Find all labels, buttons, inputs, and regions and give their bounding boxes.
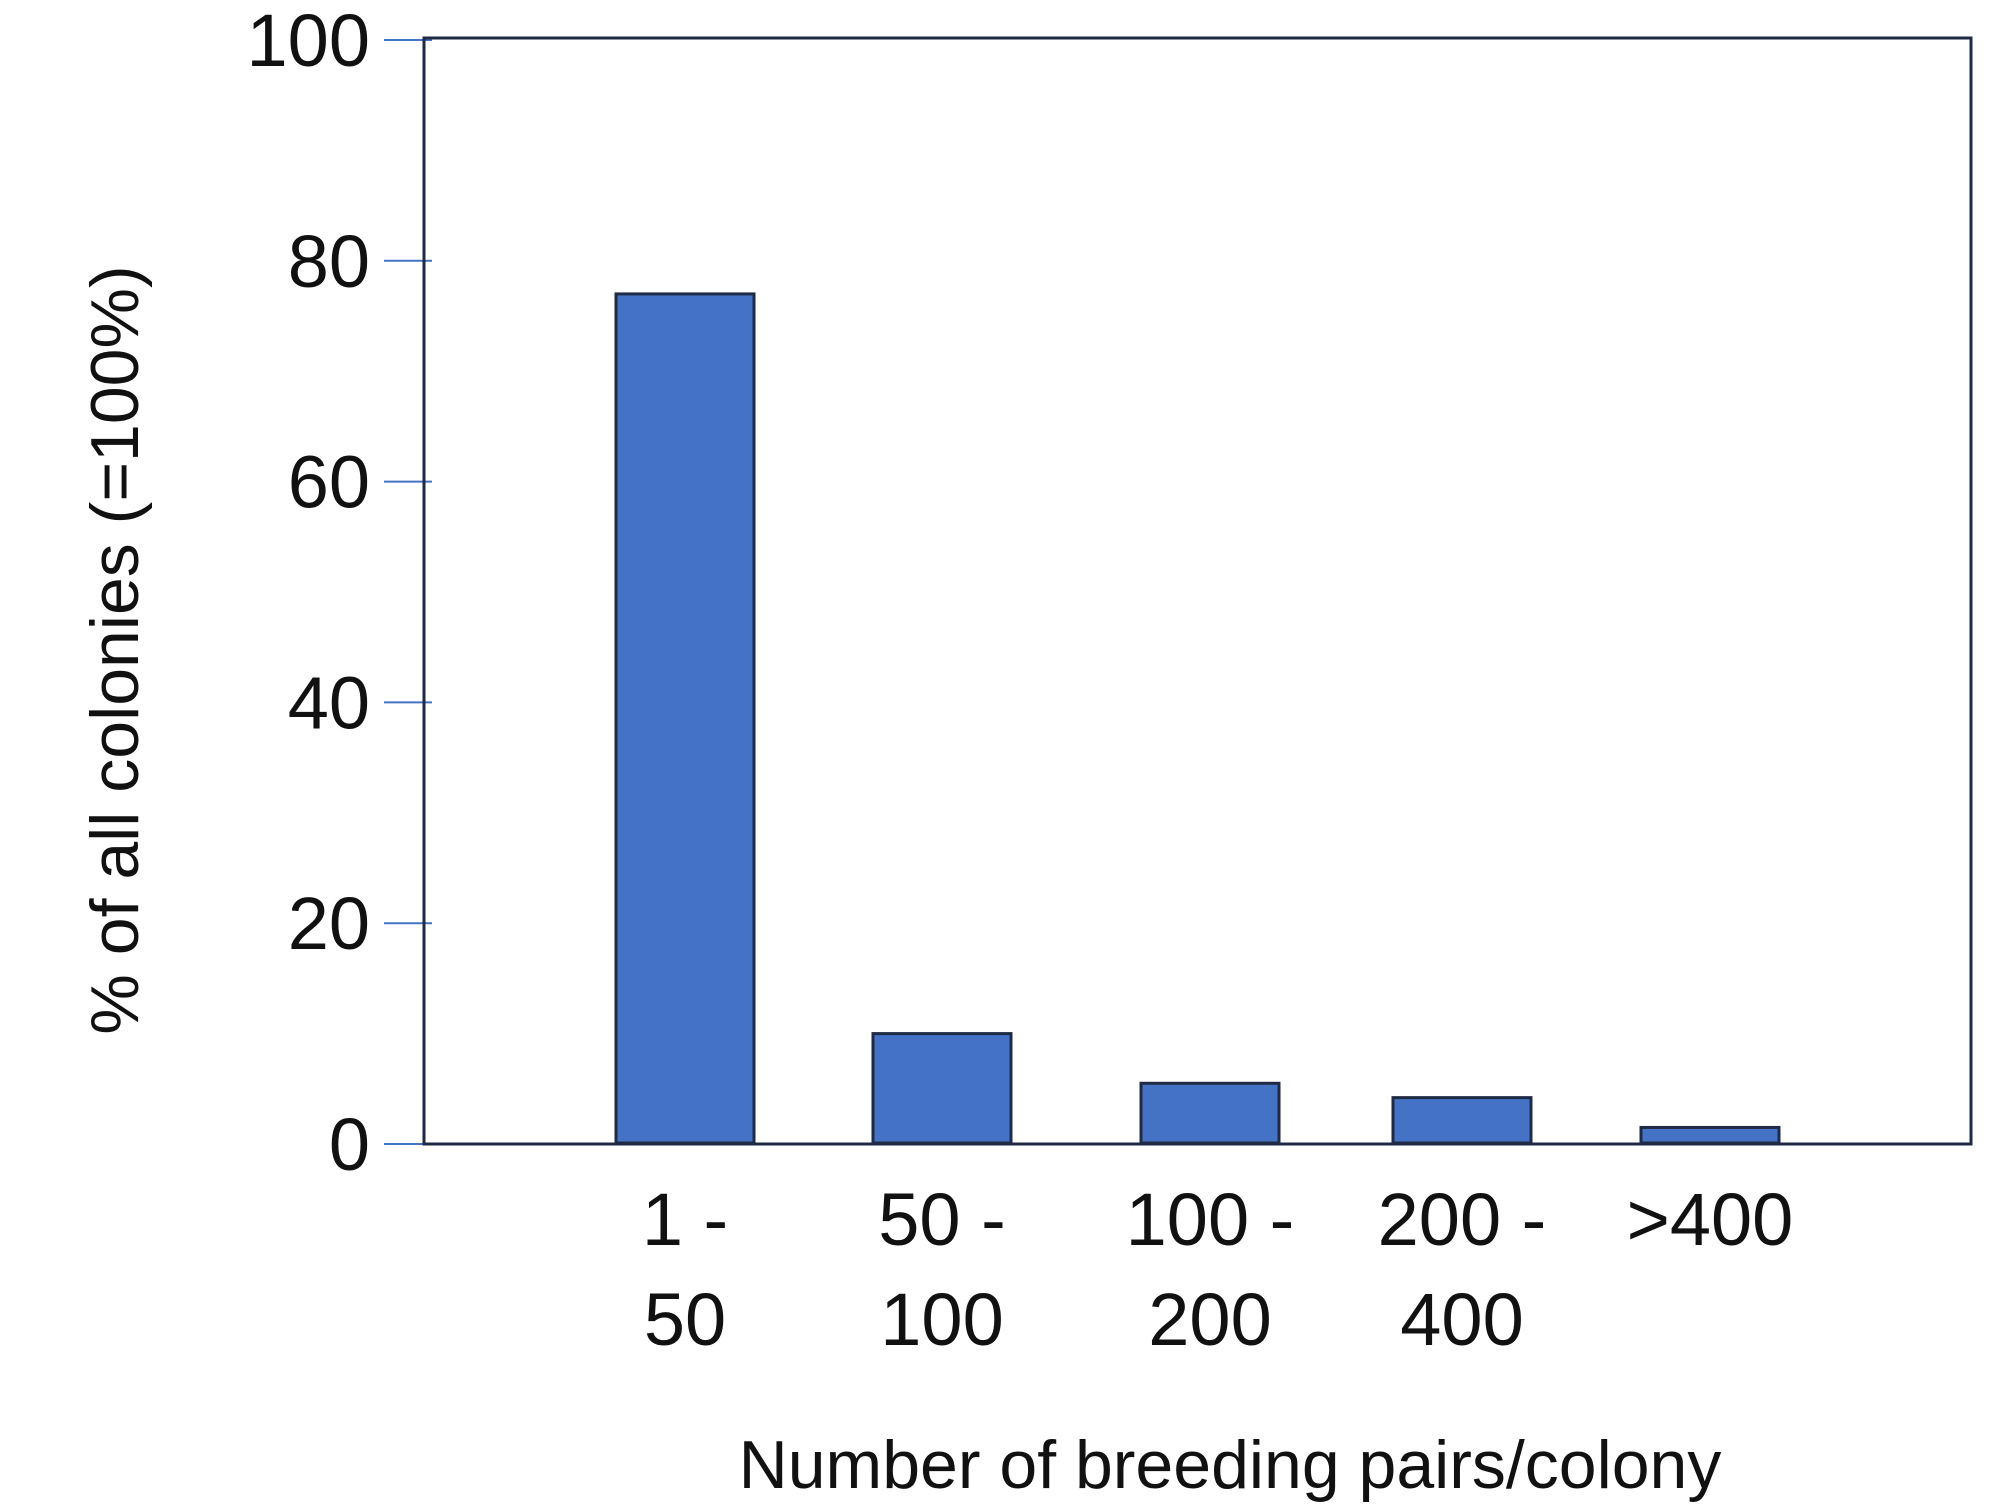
x-category-label-4-line1: >400 bbox=[1627, 1178, 1794, 1261]
x-category-label-3-line1: 200 - bbox=[1378, 1178, 1547, 1261]
x-category-label-3-line2: 400 bbox=[1400, 1278, 1523, 1361]
bar-4 bbox=[1639, 1125, 1781, 1145]
x-axis-label: Number of breeding pairs/colony bbox=[739, 1427, 1722, 1503]
y-tick-label-20: 20 bbox=[288, 882, 370, 965]
x-category-label-2-line2: 200 bbox=[1148, 1278, 1271, 1361]
x-category-label-1-line2: 100 bbox=[880, 1278, 1003, 1361]
bar-1 bbox=[871, 1032, 1013, 1145]
bar-0 bbox=[614, 292, 756, 1145]
y-tick-label-60: 60 bbox=[288, 441, 370, 524]
x-category-label-0-line1: 1 - bbox=[642, 1178, 728, 1261]
y-tick-label-0: 0 bbox=[329, 1103, 370, 1186]
y-tick-label-100: 100 bbox=[247, 0, 370, 82]
y-tick-label-80: 80 bbox=[288, 220, 370, 303]
y-axis-label: % of all colonies (=100%) bbox=[77, 265, 153, 1034]
bar-3 bbox=[1391, 1096, 1533, 1145]
y-tick-label-40: 40 bbox=[288, 661, 370, 744]
x-category-labels: 1 - 50 50 - 100 100 - 200 200 - 400 >400 bbox=[642, 1178, 1794, 1361]
bar-2 bbox=[1139, 1081, 1281, 1145]
y-tick-labels: 0 20 40 60 80 100 bbox=[247, 0, 370, 1186]
bars bbox=[614, 292, 1781, 1145]
x-category-label-0-line2: 50 bbox=[644, 1278, 726, 1361]
x-category-label-1-line1: 50 - bbox=[878, 1178, 1006, 1261]
x-category-label-2-line1: 100 - bbox=[1126, 1178, 1295, 1261]
